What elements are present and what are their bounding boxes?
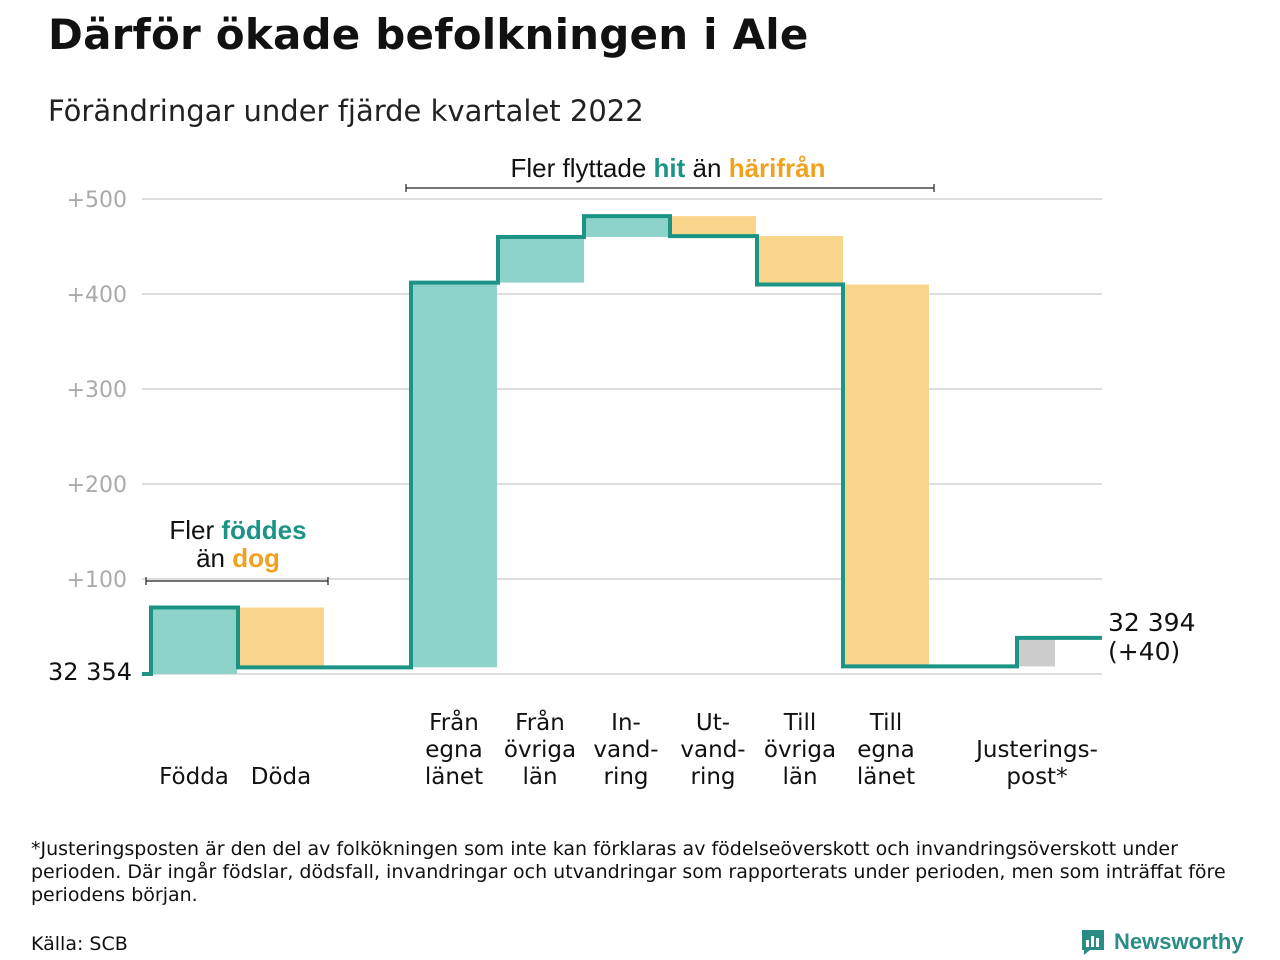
waterfall-bar: [757, 236, 843, 285]
waterfall-bar: [843, 284, 929, 667]
x-category-label: Födda: [159, 764, 229, 790]
waterfall-bar: [238, 607, 324, 668]
waterfall-bar: [584, 216, 670, 237]
x-category-label: Till övriga län: [764, 710, 836, 790]
waterfall-bar: [1017, 637, 1055, 667]
waterfall-bar: [670, 216, 756, 237]
waterfall-bar: [411, 282, 497, 668]
x-category-label: Döda: [251, 764, 311, 790]
grid-layer: +100 +200 +300 +400 +500: [67, 188, 1102, 675]
end-value-label: 32 394 (+40): [1108, 608, 1195, 666]
y-tick-label: +400: [67, 283, 127, 308]
bar-layer: [151, 216, 1055, 674]
label-layer: Födda Döda Från egna länet Från övriga län In-va…: [48, 608, 1195, 790]
x-category-label: Från övriga län: [504, 708, 576, 790]
start-value-label: 32 354: [48, 658, 132, 686]
y-tick-label: +500: [67, 188, 127, 213]
x-category-label: Till egna länet: [857, 710, 915, 790]
y-tick-label: +300: [67, 378, 127, 403]
x-category-label: Ut-vand-ring: [680, 710, 745, 790]
x-category-label: Från egna länet: [425, 708, 483, 790]
annotation-births-line2: än dog: [196, 543, 280, 573]
page-subtitle: Förändringar under fjärde kvartalet 2022: [48, 94, 644, 128]
brand-logo[interactable]: Newsworthy: [1080, 928, 1244, 956]
footnote: *Justeringsposten är den del av folkökni…: [31, 838, 1226, 906]
line-layer: [142, 214, 1102, 676]
waterfall-bar: [151, 607, 237, 674]
annotation-births-line1: Fler föddes: [169, 515, 306, 545]
waterfall-chart: +100 +200 +300 +400 +500 Födda Döda Från egna lä…: [48, 153, 1195, 790]
x-category-label: In-vand-ring: [593, 710, 658, 790]
x-category-label: Justerings-post*: [974, 737, 1098, 790]
brand-name: Newsworthy: [1114, 929, 1244, 954]
source-label: Källa: SCB: [31, 933, 128, 955]
newsworthy-icon: [1082, 930, 1104, 955]
page-title: Därför ökade befolkningen i Ale: [48, 10, 809, 59]
waterfall-bar: [498, 237, 584, 283]
running-total-line: [142, 214, 1102, 676]
y-tick-label: +100: [67, 568, 127, 593]
y-tick-label: +200: [67, 473, 127, 498]
annotation-migration: Fler flyttade hit än härifrån: [510, 153, 825, 183]
